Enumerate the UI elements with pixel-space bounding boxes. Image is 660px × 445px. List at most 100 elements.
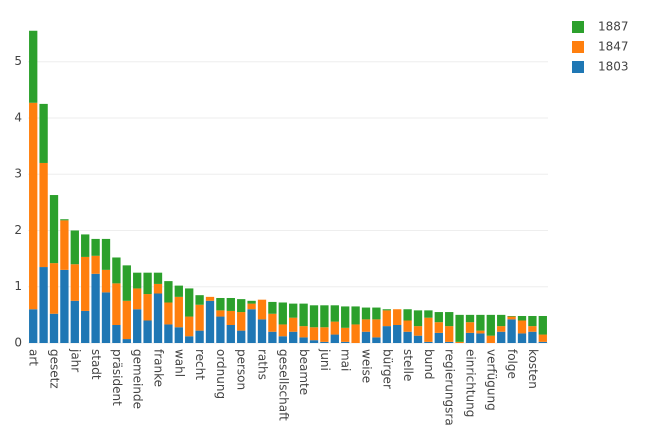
bar-segment [226,297,235,311]
bar-segment [153,283,163,294]
bar-segment [341,327,350,342]
y-tick-label: 1 [14,279,22,293]
bar-segment [122,300,131,340]
bar-segment [517,320,527,334]
bar-segment [528,315,537,327]
bar-segment [361,319,371,332]
bar-segment [361,331,371,343]
bar-segment [226,324,235,343]
bar-segment [81,256,90,311]
bar-segment [153,272,163,284]
x-tick-label: art [27,349,41,366]
bar-segment [403,320,412,332]
bar-segment [101,269,111,293]
bar-segment [174,327,183,343]
bar-segment [538,334,547,342]
x-tick-label: franke [152,349,166,387]
bar-segment [216,310,225,317]
bar-segment [507,316,516,320]
bar-segment [320,341,329,343]
bar-segment [205,300,215,343]
bar-segment [497,314,506,327]
bar-segment [39,267,48,343]
bar-segment [413,335,423,343]
bar-segment [424,317,433,342]
legend-label: 1887 [598,20,629,34]
bar-segment [70,230,79,265]
x-tick-label: ordnung [214,349,228,399]
bar-segment [185,336,194,343]
bar-segment [91,273,100,343]
bar-segment [268,331,277,343]
bar-segment [382,326,391,343]
bar-segment [49,195,59,264]
y-tick-label: 4 [14,110,22,124]
bar-segment [413,310,423,327]
bar-segment [237,330,246,343]
bar-segment [289,317,298,332]
bar-segment [434,332,443,343]
bar-segment [174,285,183,297]
bar-segment [216,297,225,311]
bar-segment [465,332,475,343]
bar-segment [476,333,485,343]
bar-segment [372,307,381,320]
bar-segment [29,30,38,103]
bar-segment [268,313,277,332]
bar-segment [299,337,308,343]
bar-segment [122,339,131,343]
x-tick-label: kosten [526,349,540,389]
bar-segment [195,295,204,305]
bar-segment [351,324,360,343]
bar-segment [445,312,454,327]
bar-segment [133,288,142,310]
bar-segment [465,314,475,323]
x-tick-label: person [235,349,249,390]
y-tick-label: 3 [14,167,22,181]
bar-segment [517,315,527,321]
bar-segment [91,255,100,274]
bar-segment [205,296,215,301]
x-tick-label: bürger [380,349,394,389]
bar-segment [185,288,194,317]
bar-segment [424,341,433,343]
bar-segment [476,314,485,331]
bar-segment [517,333,527,343]
x-tick-label: wahl [172,349,186,377]
bar-segment [70,264,79,301]
bar-segment [486,314,495,336]
bar-segment [247,303,256,310]
bar-segment [49,263,59,314]
bar-segment [341,341,350,343]
bar-segment [185,316,194,337]
bar-segment [538,341,547,343]
bar-segment [70,300,79,343]
bar-segment [143,320,152,343]
bar-segment [382,309,391,311]
x-tick-label: gemeinde [131,349,145,409]
x-tick-label: raths [256,349,270,380]
bar-segment [101,238,111,270]
bar-segment [60,269,69,343]
legend-label: 1847 [598,40,629,54]
bar-segment [434,312,443,323]
x-tick-label: verfügung [484,349,498,411]
x-tick-label: mai [339,349,353,371]
x-tick-label: weise [360,349,374,383]
bar-segment [174,296,183,328]
bar-segment [278,302,287,325]
bar-segment [445,326,454,342]
bar-segment [112,283,121,325]
bar-segment [153,293,163,343]
bar-segment [393,309,402,325]
bar-segment [81,310,90,343]
x-tick-label: präsident [110,349,124,406]
bar-segment [507,315,516,317]
bar-segment [257,319,267,343]
bar-segment [413,326,423,336]
bar-segment [309,327,319,341]
bar-segment [216,316,225,343]
y-tick-label: 5 [14,54,22,68]
x-tick-label: juni [318,348,332,371]
bar-segment [309,305,319,328]
